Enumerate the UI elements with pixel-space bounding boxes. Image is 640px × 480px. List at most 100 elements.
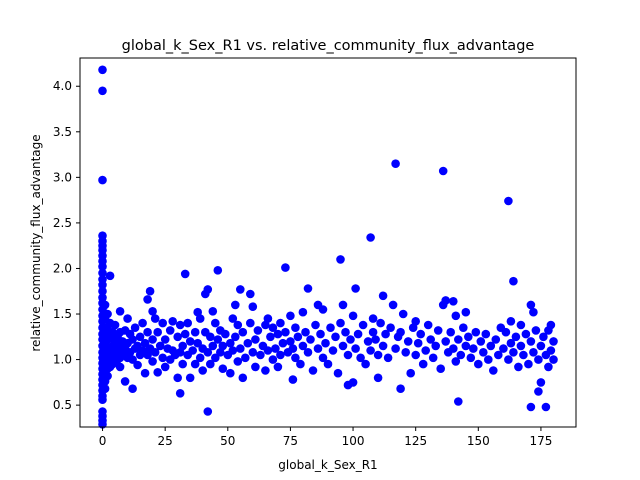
data-point — [211, 353, 220, 363]
data-point — [98, 280, 107, 290]
data-point — [519, 350, 528, 360]
data-point — [526, 337, 536, 346]
data-point — [206, 332, 215, 342]
data-point — [98, 268, 107, 278]
data-point — [398, 309, 408, 319]
data-point — [451, 357, 461, 366]
data-point — [183, 318, 192, 328]
data-point — [436, 364, 446, 374]
data-point — [536, 378, 546, 387]
data-point — [526, 402, 536, 412]
data-point — [128, 335, 137, 344]
data-point — [331, 332, 340, 342]
data-point — [313, 344, 323, 353]
data-point — [366, 346, 375, 355]
data-point — [303, 348, 313, 357]
data-point — [123, 314, 132, 323]
data-point — [231, 300, 240, 310]
data-point — [273, 329, 283, 339]
data-point — [474, 359, 483, 369]
data-point — [195, 353, 205, 363]
data-point — [529, 307, 538, 317]
data-point — [506, 338, 516, 348]
data-point — [441, 296, 451, 305]
data-point — [378, 291, 388, 301]
y-tick-label: 0.5 — [53, 398, 72, 412]
data-point — [499, 344, 508, 353]
data-point — [140, 368, 150, 378]
data-point — [115, 362, 125, 372]
data-point — [456, 350, 466, 360]
data-point — [105, 271, 115, 281]
data-point — [341, 327, 350, 337]
data-point — [98, 86, 107, 96]
data-point — [451, 311, 461, 321]
data-point — [454, 335, 463, 344]
data-point — [403, 337, 413, 346]
data-point — [401, 348, 411, 357]
data-point — [256, 350, 265, 360]
data-point — [338, 300, 348, 310]
data-point — [173, 373, 182, 383]
data-point — [366, 233, 375, 242]
data-point — [316, 329, 325, 339]
data-point — [526, 300, 536, 310]
data-point — [193, 338, 202, 348]
data-point — [185, 337, 195, 346]
points-layer — [98, 65, 558, 429]
x-axis-label: global_k_Sex_R1 — [278, 458, 377, 472]
y-tick-label: 1.5 — [53, 307, 72, 321]
data-point — [281, 327, 290, 337]
data-point — [534, 387, 543, 396]
data-point — [198, 366, 207, 375]
data-point — [363, 337, 373, 346]
data-point — [336, 255, 345, 264]
data-point — [336, 318, 345, 328]
data-point — [461, 341, 471, 351]
data-point — [190, 359, 200, 369]
x-tick-label: 25 — [158, 434, 173, 448]
data-point — [153, 368, 162, 377]
data-point — [98, 262, 107, 271]
data-point — [178, 341, 187, 351]
data-point — [180, 329, 190, 339]
data-point — [133, 360, 142, 370]
x-tick-label: 100 — [342, 434, 365, 448]
data-point — [221, 329, 230, 339]
data-point — [396, 327, 405, 337]
data-point — [150, 348, 160, 357]
data-point — [308, 366, 318, 375]
data-point — [276, 350, 285, 360]
y-tick-label: 2.5 — [53, 216, 72, 230]
data-point — [368, 314, 378, 323]
data-point — [449, 344, 458, 353]
data-point — [506, 317, 516, 326]
data-point — [504, 196, 513, 206]
data-point — [138, 318, 147, 328]
data-point — [228, 346, 238, 355]
data-point — [103, 371, 112, 381]
data-point — [486, 341, 496, 351]
data-point — [238, 327, 248, 337]
data-point — [203, 407, 213, 416]
data-point — [544, 362, 553, 372]
data-point — [175, 320, 185, 330]
data-point — [98, 286, 107, 296]
data-point — [433, 326, 443, 335]
y-tick-label: 3.0 — [53, 170, 72, 184]
data-point — [251, 335, 260, 344]
data-point — [504, 355, 513, 364]
data-point — [165, 326, 175, 335]
data-point — [130, 323, 140, 333]
data-point — [143, 327, 152, 337]
data-point — [391, 159, 400, 168]
data-point — [281, 263, 290, 272]
data-point — [246, 289, 255, 299]
y-tick-label: 1.0 — [53, 353, 72, 367]
data-point — [248, 302, 258, 312]
data-point — [343, 350, 353, 360]
data-point — [431, 341, 441, 351]
data-point — [461, 307, 471, 317]
chart-title: global_k_Sex_R1 vs. relative_community_f… — [122, 38, 535, 54]
data-point — [524, 359, 533, 369]
